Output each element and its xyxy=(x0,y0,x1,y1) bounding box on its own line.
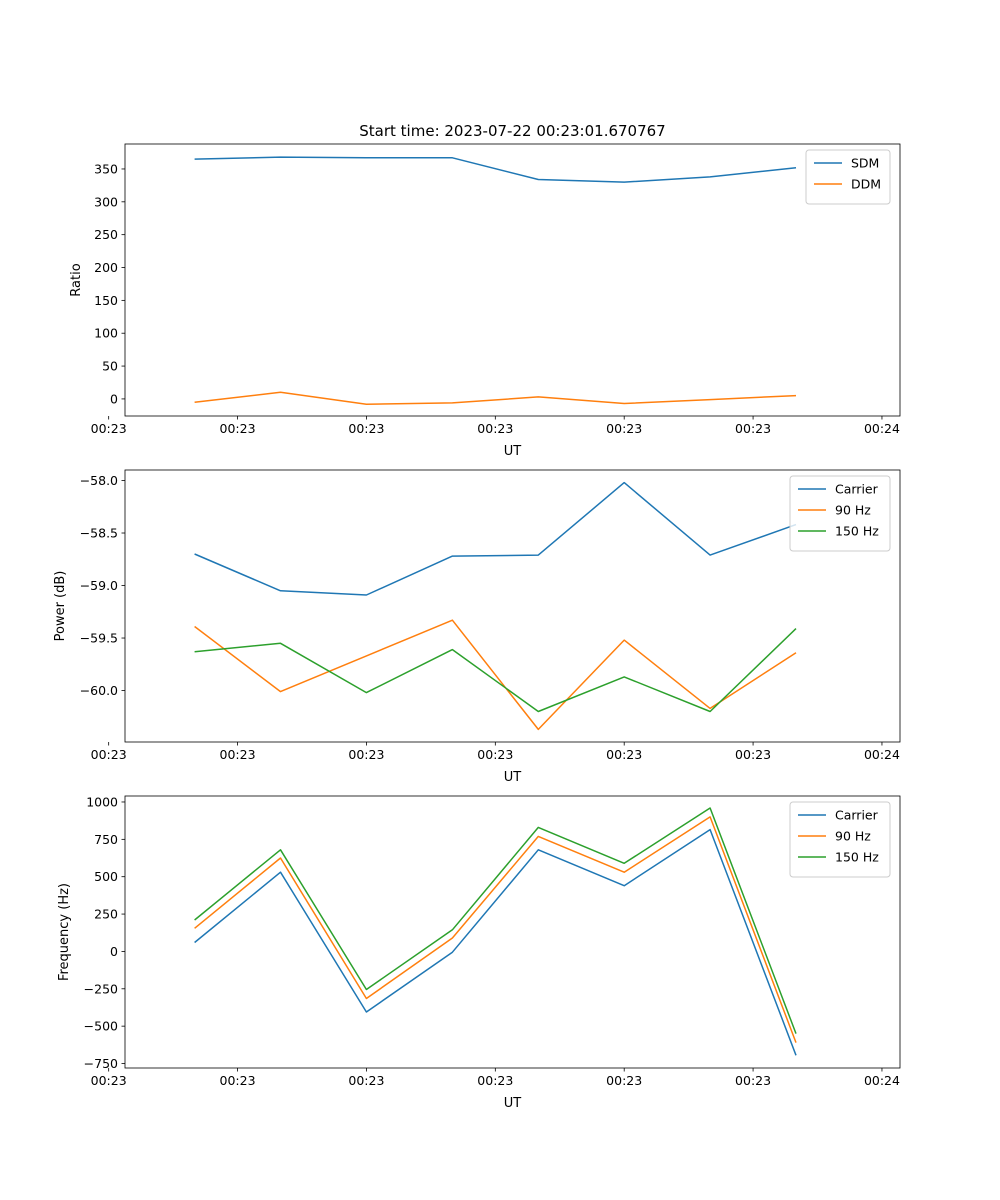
x-tick-label: 00:23 xyxy=(348,747,384,762)
y-axis-label: Power (dB) xyxy=(53,571,68,642)
x-tick-label: 00:23 xyxy=(91,1073,127,1088)
y-tick-label: 500 xyxy=(94,869,118,884)
x-tick-label: 00:23 xyxy=(91,421,127,436)
legend: Carrier 90 Hz 150 Hz xyxy=(789,475,891,552)
y-tick-label: −58.0 xyxy=(80,473,118,488)
y-tick-label: 50 xyxy=(102,359,118,374)
y-axis-label: Ratio xyxy=(69,263,84,296)
figure-title: Start time: 2023-07-22 00:23:01.670767 xyxy=(359,122,665,140)
x-tick-label: 00:23 xyxy=(220,421,256,436)
subplot-3: 00:23 00:23 00:23 00:23 00:23 00:23 00:24 −750 −… xyxy=(57,794,901,1111)
y-tick-label: −250 xyxy=(84,981,118,996)
y-tick-label: 0 xyxy=(110,391,118,406)
plots-container: 00:23 00:23 00:23 00:23 00:23 00:23 00:24 0 50 10… xyxy=(53,143,901,1111)
y-tick-label: −60.0 xyxy=(80,683,118,698)
y-tick-label: 300 xyxy=(94,194,118,209)
x-tick-label: 00:23 xyxy=(735,421,771,436)
legend-label: DDM xyxy=(851,177,881,192)
legend-label: 150 Hz xyxy=(835,850,879,865)
legend-label: 150 Hz xyxy=(835,524,879,539)
axes-frame xyxy=(124,143,901,417)
y-tick-label: 250 xyxy=(94,227,118,242)
x-tick-label: 00:23 xyxy=(477,421,513,436)
legend: Carrier 90 Hz 150 Hz xyxy=(789,801,891,878)
x-tick-label: 00:24 xyxy=(864,747,900,762)
series-line-ddm xyxy=(194,391,797,405)
x-tick-label: 00:23 xyxy=(477,1073,513,1088)
legend-label: Carrier xyxy=(835,482,879,497)
y-tick-label: 150 xyxy=(94,293,118,308)
y-tick-label: −59.5 xyxy=(80,631,118,646)
x-tick-label: 00:23 xyxy=(606,421,642,436)
x-tick-label: 00:23 xyxy=(220,1073,256,1088)
y-axis-label: Frequency (Hz) xyxy=(57,883,72,981)
legend-label: 90 Hz xyxy=(835,829,871,844)
x-tick-label: 00:23 xyxy=(348,1073,384,1088)
x-tick-label: 00:23 xyxy=(606,1073,642,1088)
x-tick-label: 00:24 xyxy=(864,421,900,436)
legend-box xyxy=(789,801,891,878)
x-tick-label: 00:23 xyxy=(348,421,384,436)
axes-frame xyxy=(124,795,901,1069)
x-axis-label: UT xyxy=(504,444,522,459)
y-tick-label: 0 xyxy=(110,944,118,959)
y-tick-label: 1000 xyxy=(86,794,118,809)
series-line-90-hz xyxy=(194,816,797,1043)
legend-label: SDM xyxy=(851,156,879,171)
legend-label: 90 Hz xyxy=(835,503,871,518)
y-tick-label: 100 xyxy=(94,326,118,341)
series-line-150-hz xyxy=(194,807,797,1034)
x-tick-label: 00:23 xyxy=(735,1073,771,1088)
series-line-carrier xyxy=(194,481,797,596)
y-tick-label: 250 xyxy=(94,907,118,922)
y-tick-label: −58.5 xyxy=(80,526,118,541)
y-tick-label: −500 xyxy=(84,1019,118,1034)
x-tick-label: 00:23 xyxy=(606,747,642,762)
x-tick-label: 00:24 xyxy=(864,1073,900,1088)
x-axis-label: UT xyxy=(504,770,522,785)
legend-box xyxy=(789,475,891,552)
series-line-90-hz xyxy=(194,619,797,731)
y-tick-label: −59.0 xyxy=(80,578,118,593)
x-tick-label: 00:23 xyxy=(220,747,256,762)
y-tick-label: 200 xyxy=(94,260,118,275)
legend: SDM DDM xyxy=(805,149,891,205)
series-line-150-hz xyxy=(194,628,797,713)
x-tick-label: 00:23 xyxy=(477,747,513,762)
x-axis-label: UT xyxy=(504,1096,522,1111)
y-tick-label: −750 xyxy=(84,1056,118,1071)
y-tick-label: 750 xyxy=(94,832,118,847)
series-line-carrier xyxy=(194,828,797,1056)
axes-frame xyxy=(124,469,901,743)
x-tick-label: 00:23 xyxy=(91,747,127,762)
legend-label: Carrier xyxy=(835,808,879,823)
x-tick-label: 00:23 xyxy=(735,747,771,762)
subplot-2: 00:23 00:23 00:23 00:23 00:23 00:23 00:24 −60.0… xyxy=(53,469,901,785)
subplot-1: 00:23 00:23 00:23 00:23 00:23 00:23 00:24 0 50 10… xyxy=(69,143,901,459)
y-tick-label: 350 xyxy=(94,161,118,176)
series-line-sdm xyxy=(194,156,797,183)
